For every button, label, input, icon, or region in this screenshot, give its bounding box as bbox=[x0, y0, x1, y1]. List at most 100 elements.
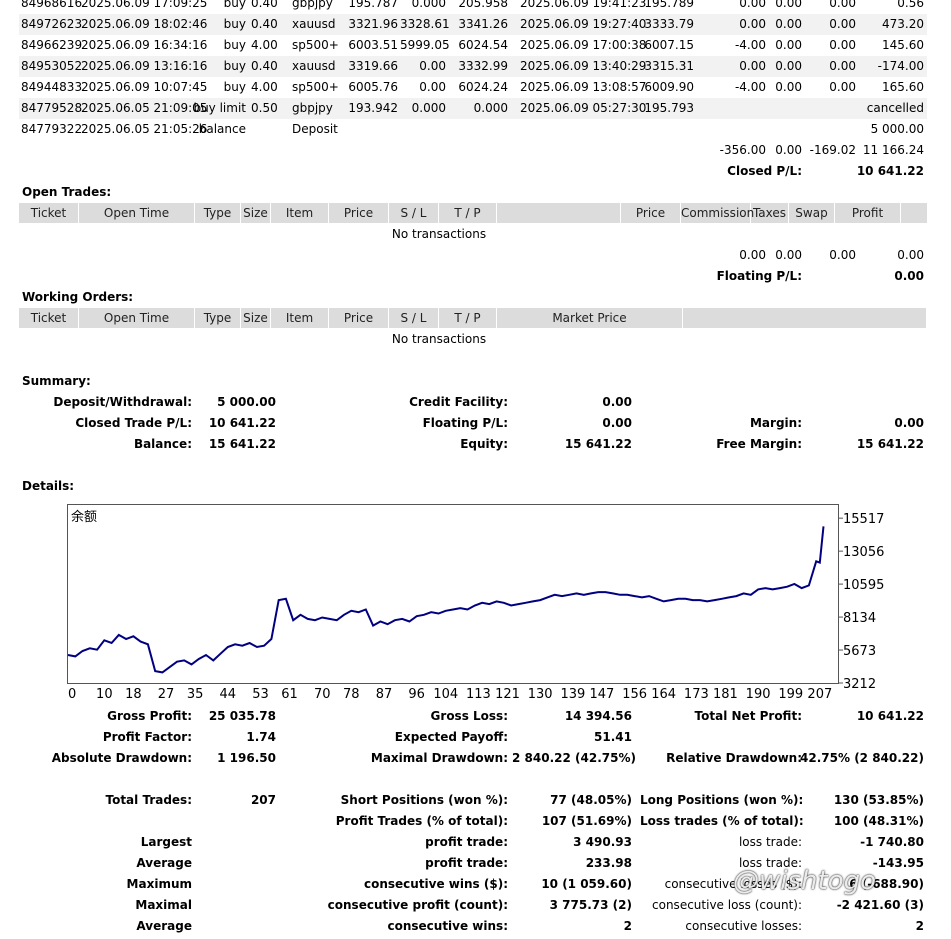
closed-cell-ticket: 84966239 bbox=[21, 38, 83, 52]
stat-l3: Loss trades (% of total): bbox=[640, 814, 804, 828]
closed-cell-close_time: 2025.06.09 19:41:23 bbox=[520, 0, 647, 10]
stat-v3: -143.95 bbox=[872, 856, 924, 870]
x-tick-label: 156 bbox=[622, 687, 647, 702]
working-orders-col-header: Item bbox=[271, 308, 329, 328]
stat-v2: 14 394.56 bbox=[564, 709, 632, 723]
closed-cell-close_price: 3315.31 bbox=[644, 59, 694, 73]
closed-cell-commission bbox=[700, 119, 766, 140]
stat-v3: 2 bbox=[915, 919, 924, 933]
stat-l1: Maximum bbox=[126, 877, 192, 891]
closed-cell-price: 193.942 bbox=[348, 101, 398, 115]
x-tick-label: 130 bbox=[528, 687, 553, 702]
closed-cell-close_time: 2025.06.09 13:08:57 bbox=[520, 80, 647, 94]
open-trades-col-header: Swap bbox=[789, 203, 835, 223]
summary-floating-value: 0.00 bbox=[602, 416, 632, 430]
equity-value: 15 641.22 bbox=[564, 437, 632, 451]
closed-trade-pl-label: Closed Trade P/L: bbox=[75, 416, 192, 430]
y-tick-label: 15517 bbox=[843, 512, 884, 527]
closed-cell-sl: 0.00 bbox=[419, 80, 446, 94]
floating-pl-label: Floating P/L: bbox=[716, 269, 802, 283]
stat-v3: -1 740.80 bbox=[860, 835, 924, 849]
working-orders-empty: No transactions bbox=[391, 332, 487, 346]
working-orders-col-header: Size bbox=[241, 308, 271, 328]
closed-cell-taxes: 0.00 bbox=[775, 0, 802, 10]
x-tick-label: 104 bbox=[433, 687, 458, 702]
closed-cell-ticket: 84944833 bbox=[21, 80, 83, 94]
closed-cell-swap: 0.00 bbox=[829, 80, 856, 94]
closed-cell-item: sp500+ bbox=[292, 38, 339, 52]
stat-v2: 2 840.22 (42.75%) bbox=[512, 751, 636, 765]
stat-l3: loss trade: bbox=[738, 856, 802, 870]
closed-cell-ticket: 84972623 bbox=[21, 17, 83, 31]
working-orders-col-header bbox=[683, 308, 927, 328]
closed-cell-taxes bbox=[768, 119, 802, 140]
open-trades-col-header: Price bbox=[621, 203, 681, 223]
x-tick-label: 164 bbox=[651, 687, 676, 702]
x-tick-label: 199 bbox=[778, 687, 803, 702]
closed-cell-ticket: 84968616 bbox=[21, 0, 83, 10]
stat-v3: 10 641.22 bbox=[856, 709, 924, 723]
closed-cell-open_time: 2025.06.09 16:34:16 bbox=[81, 38, 208, 52]
x-tick-label: 181 bbox=[713, 687, 738, 702]
closed-total-profit: 11 166.24 bbox=[862, 143, 924, 157]
deposit-value: 5 000.00 bbox=[217, 395, 276, 409]
credit-label: Credit Facility: bbox=[409, 395, 508, 409]
stat-l3 bbox=[640, 727, 802, 748]
closed-cell-open_time: 2025.06.09 17:09:25 bbox=[81, 0, 208, 10]
closed-cell-type: buy bbox=[223, 38, 246, 52]
stat-v3: 6 (-688.90) bbox=[849, 877, 924, 891]
stat-l1: Gross Profit: bbox=[107, 709, 192, 723]
closed-cell-type: buy limit bbox=[193, 101, 246, 115]
closed-cell-sl: 3328.61 bbox=[400, 17, 450, 31]
x-tick-label: 207 bbox=[807, 687, 832, 702]
x-tick-label: 10 bbox=[96, 687, 113, 702]
x-tick-label: 173 bbox=[684, 687, 709, 702]
stat-v3: 42.75% (2 840.22) bbox=[800, 751, 924, 765]
closed-cell-profit: 5 000.00 bbox=[870, 122, 924, 136]
closed-cell-open_time: 2025.06.05 21:05:26 bbox=[81, 122, 208, 136]
closed-total-commission: -356.00 bbox=[719, 143, 766, 157]
open-trades-col-header: Open Time bbox=[79, 203, 195, 223]
closed-cell-close_time: 2025.06.09 05:27:30 bbox=[520, 101, 647, 115]
closed-cell-close_price: 6009.90 bbox=[644, 80, 694, 94]
stat-v2: 3 490.93 bbox=[573, 835, 632, 849]
x-tick-label: 78 bbox=[343, 687, 360, 702]
closed-cell-close_price: 6007.15 bbox=[644, 38, 694, 52]
closed-cell-close_time: 2025.06.09 17:00:38 bbox=[520, 38, 647, 52]
closed-cell-profit: 473.20 bbox=[882, 17, 924, 31]
open-trades-col-header bbox=[497, 203, 621, 223]
closed-cell-tp: 3332.99 bbox=[458, 59, 508, 73]
stat-l2: consecutive profit (count): bbox=[327, 898, 508, 912]
closed-cell-swap: 0.00 bbox=[829, 59, 856, 73]
balance-value: 15 641.22 bbox=[208, 437, 276, 451]
closed-cell-size: 0.40 bbox=[251, 59, 278, 73]
balance-label: Balance: bbox=[133, 437, 192, 451]
closed-cell-ticket: 84779528 bbox=[21, 101, 83, 115]
stat-v1 bbox=[200, 832, 276, 853]
stat-v1 bbox=[200, 874, 276, 895]
open-trades-col-header: Type bbox=[195, 203, 241, 223]
y-tick-label: 3212 bbox=[843, 677, 876, 692]
free-margin-value: 15 641.22 bbox=[856, 437, 924, 451]
stat-v2: 107 (51.69%) bbox=[541, 814, 632, 828]
open-total-taxes: 0.00 bbox=[775, 248, 802, 262]
closed-cell-tp: 205.958 bbox=[458, 0, 508, 10]
closed-cell-taxes: 0.00 bbox=[775, 59, 802, 73]
watermark: @wishtogo bbox=[733, 866, 877, 896]
stat-v3: 130 (53.85%) bbox=[833, 793, 924, 807]
open-trades-col-header: Item bbox=[271, 203, 329, 223]
closed-cell-open_time: 2025.06.09 13:16:16 bbox=[81, 59, 208, 73]
closed-cell-sl: 0.000 bbox=[411, 0, 446, 10]
free-margin-label: Free Margin: bbox=[716, 437, 802, 451]
closed-cell-profit: 0.56 bbox=[897, 0, 924, 10]
x-tick-label: 87 bbox=[376, 687, 393, 702]
closed-pl-label: Closed P/L: bbox=[727, 164, 802, 178]
closed-cell-taxes bbox=[768, 98, 802, 119]
stat-v3: 100 (48.31%) bbox=[833, 814, 924, 828]
closed-cell-profit: cancelled bbox=[866, 101, 924, 115]
closed-cell-type: balance bbox=[198, 122, 246, 136]
closed-cell-tp: 3341.26 bbox=[458, 17, 508, 31]
closed-cell-taxes: 0.00 bbox=[775, 80, 802, 94]
floating-pl-value: 0.00 bbox=[894, 269, 924, 283]
closed-cell-size: 0.40 bbox=[251, 0, 278, 10]
